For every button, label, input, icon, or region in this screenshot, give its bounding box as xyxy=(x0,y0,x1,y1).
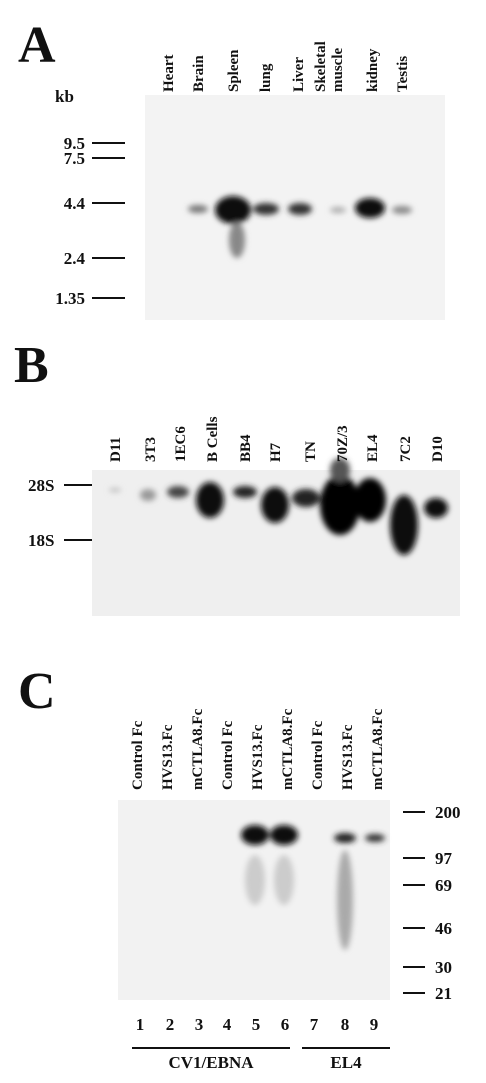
lane-label: B Cells xyxy=(205,416,221,462)
marker-label: 4.4 xyxy=(64,194,86,213)
marker-label: 200 xyxy=(435,803,461,822)
lane-number: 9 xyxy=(370,1015,379,1034)
lane-label: HVS13.Fc xyxy=(250,724,266,790)
marker-label: 97 xyxy=(435,849,453,868)
lane-number: 2 xyxy=(166,1015,175,1034)
lane-label: H7 xyxy=(268,442,284,462)
lane-label: TN xyxy=(303,441,319,462)
lane-label: D10 xyxy=(430,436,446,462)
lane-number: 4 xyxy=(223,1015,232,1034)
lane-label: HVS13.Fc xyxy=(340,724,356,790)
lane-label: muscle xyxy=(330,48,346,93)
lane-label: mCTLA8.Fc xyxy=(370,708,386,790)
panel-letter: B xyxy=(14,337,49,394)
lane-label: 3T3 xyxy=(143,437,159,462)
lane-number: 1 xyxy=(136,1015,145,1034)
marker-label: 69 xyxy=(435,876,452,895)
lane-label: Liver xyxy=(291,57,307,92)
lane-label: Control Fc xyxy=(130,720,146,790)
lane-label: mCTLA8.Fc xyxy=(280,708,296,790)
panel-letter: C xyxy=(18,663,56,720)
marker-label: 46 xyxy=(435,919,452,938)
marker-label: 30 xyxy=(435,958,452,977)
lane-number: 5 xyxy=(252,1015,261,1034)
lane-label: mCTLA8.Fc xyxy=(190,708,206,790)
group-label: CV1/EBNA xyxy=(168,1053,254,1072)
lane-number: 6 xyxy=(281,1015,290,1034)
lane-label: Spleen xyxy=(226,49,242,92)
lane-label: Control Fc xyxy=(310,720,326,790)
marker-label: 28S xyxy=(28,476,54,495)
marker-label: 2.4 xyxy=(64,249,86,268)
marker-label: 21 xyxy=(435,984,452,1003)
lane-label: kidney xyxy=(365,48,381,92)
panel-letter: A xyxy=(18,17,56,74)
marker-label: 1.35 xyxy=(55,289,85,308)
lane-number: 7 xyxy=(310,1015,319,1034)
lane-label: D11 xyxy=(108,437,124,462)
lane-label: Skeletal xyxy=(313,41,329,92)
lane-number: 3 xyxy=(195,1015,204,1034)
group-label: EL4 xyxy=(330,1053,362,1072)
lane-label: lung xyxy=(258,63,274,92)
lane-label: BB4 xyxy=(238,434,254,462)
lane-label: HVS13.Fc xyxy=(160,724,176,790)
lane-label: EL4 xyxy=(365,434,381,462)
lane-label: Heart xyxy=(161,55,177,92)
lane-label: 70Z/3 xyxy=(335,425,351,462)
marker-label: 18S xyxy=(28,531,54,550)
figure: Akb Heart Brain Spleen lung Liver Skeletalmusc… xyxy=(0,0,486,1083)
marker-label: 7.5 xyxy=(64,149,85,168)
lane-label: Testis xyxy=(395,56,411,92)
lane-label: 1EC6 xyxy=(173,426,189,462)
lane-label: Control Fc xyxy=(220,720,236,790)
unit-label: kb xyxy=(55,87,74,106)
lane-label: 7C2 xyxy=(398,436,414,462)
lane-label: Brain xyxy=(191,55,207,92)
lane-number: 8 xyxy=(341,1015,350,1034)
